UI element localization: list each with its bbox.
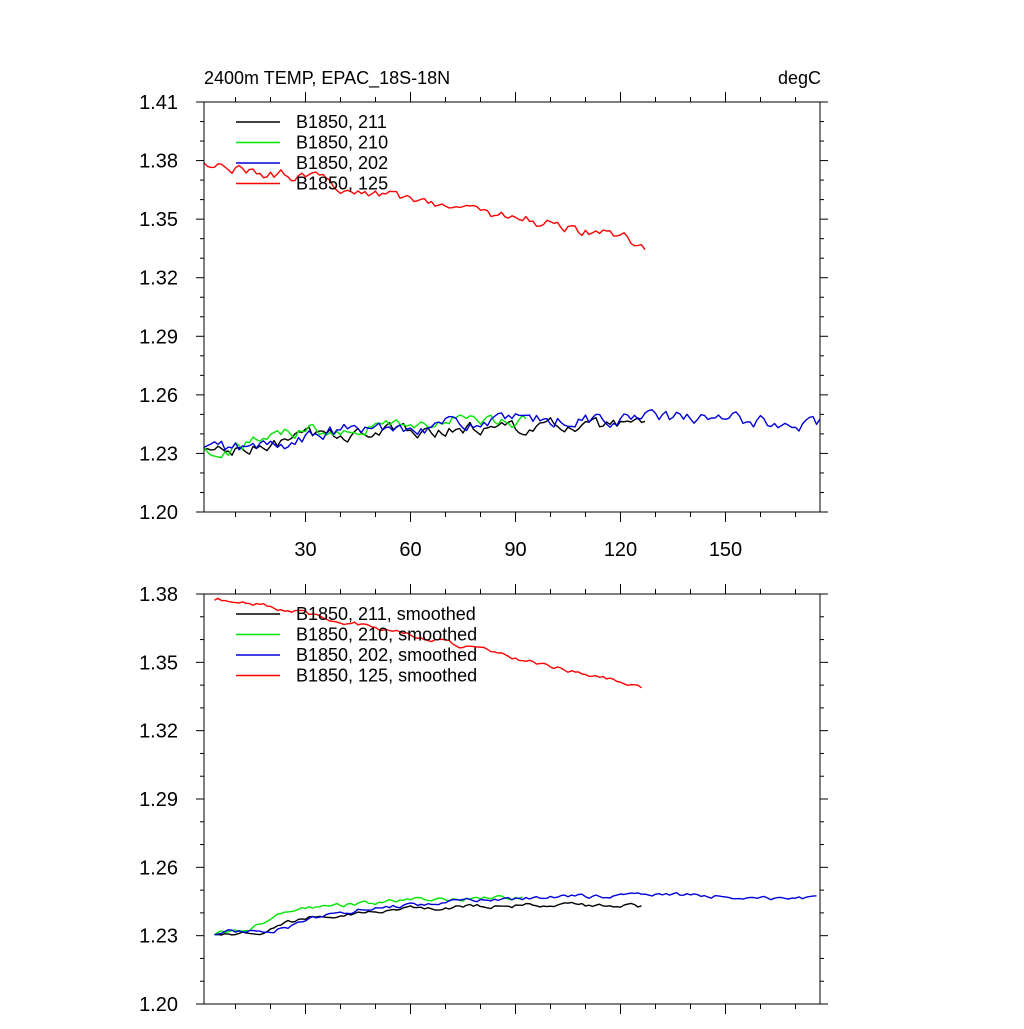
series-line-3 — [214, 891, 817, 936]
y-tick-label: 1.29 — [139, 789, 178, 811]
chart-title: 2400m TEMP, EPAC_18S-18N — [204, 68, 450, 89]
units-label: degC — [778, 68, 821, 88]
y-tick-label: 1.23 — [139, 443, 178, 465]
series-line-4 — [203, 162, 646, 251]
ticks-layer: 1.20 1.23 1.26 1.29 1.32 1.35 1.38 — [139, 584, 828, 1016]
series-layer — [214, 597, 817, 936]
y-tick-label: 1.38 — [139, 584, 178, 606]
y-tick-label: 1.41 — [139, 92, 178, 114]
y-tick-label: 1.35 — [139, 209, 178, 231]
x-tick-label: 150 — [709, 539, 742, 561]
x-tick-label: 60 — [399, 539, 421, 561]
legend-label: B1850, 210, smoothed — [296, 625, 477, 645]
series-line-1 — [214, 901, 642, 936]
legend-label: B1850, 211 — [296, 112, 387, 132]
y-tick-label: 1.23 — [139, 926, 178, 948]
ticks-layer: 1.20 1.23 1.26 1.29 1.32 1.35 1.38 1.41 30 60 90 12… — [139, 92, 828, 561]
top-panel: 2400m TEMP, EPAC_18S-18N degC 1.201.231.… — [139, 68, 828, 561]
bottom-panel: 1.20 1.23 1.26 1.29 1.32 1.35 1.38 B1850, 211,… — [139, 584, 828, 1016]
x-tick-label: 30 — [294, 539, 316, 561]
x-tick-label: 90 — [504, 539, 526, 561]
legend-label: B1850, 125, smoothed — [296, 666, 477, 686]
y-tick-label: 1.35 — [139, 652, 178, 674]
y-tick-label: 1.29 — [139, 326, 178, 348]
legend-label: B1850, 211, smoothed — [296, 604, 476, 624]
y-tick-label: 1.20 — [139, 994, 178, 1016]
y-tick-label: 1.26 — [139, 385, 178, 407]
plot-frame — [203, 101, 821, 513]
y-tick-label: 1.38 — [139, 151, 178, 173]
series-line-2 — [214, 895, 523, 936]
series-layer — [203, 162, 821, 459]
legend-label: B1850, 202 — [296, 153, 388, 173]
y-tick-label: 1.32 — [139, 721, 178, 743]
legend-label: B1850, 202, smoothed — [296, 645, 477, 665]
x-tick-label: 120 — [604, 539, 637, 561]
series-line-2 — [203, 414, 527, 459]
series-line-1 — [203, 416, 646, 456]
y-tick-label: 1.20 — [139, 502, 178, 524]
y-tick-label: 1.32 — [139, 268, 178, 290]
series-line-3 — [203, 409, 821, 451]
legend-label: B1850, 125 — [296, 174, 388, 194]
y-tick-label: 1.26 — [139, 857, 178, 879]
series-line-4 — [214, 597, 642, 689]
legend-label: B1850, 210 — [296, 133, 388, 153]
